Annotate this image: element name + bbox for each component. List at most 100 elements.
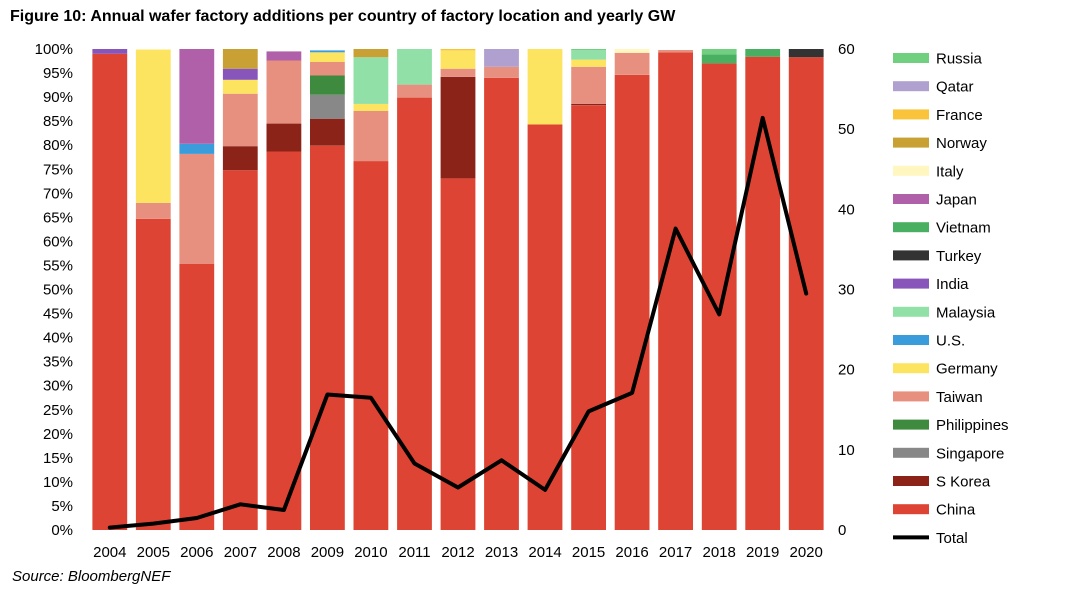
legend-swatch-qatar <box>893 81 929 92</box>
y-tick-label: 20% <box>43 426 73 443</box>
legend-label-china: China <box>936 502 976 519</box>
bar-segment-china-2010 <box>353 161 389 530</box>
y-tick-label: 25% <box>43 402 73 419</box>
bar-segment-taiwan-2012 <box>440 68 476 77</box>
bar-segment-germany-2015 <box>571 59 606 67</box>
y-tick-label: 75% <box>43 161 73 178</box>
bar-segment-france-2012 <box>440 49 476 51</box>
bar-segment-china-2004 <box>92 53 128 531</box>
y-tick-label: 100% <box>35 41 73 58</box>
y-tick-label: 50% <box>43 282 73 299</box>
y-tick-label: 30% <box>43 378 73 395</box>
legend-label-u-s-: U.S. <box>936 333 965 350</box>
bar-segment-norway-2007 <box>222 49 258 69</box>
bar-segment-turkey-2020 <box>788 49 824 58</box>
x-tick-label: 2020 <box>790 544 823 561</box>
bar-segment-s-korea-2015 <box>571 103 606 106</box>
legend-label-norway: Norway <box>936 135 987 152</box>
x-tick-label: 2012 <box>441 544 474 561</box>
x-tick-label: 2019 <box>746 544 779 561</box>
legend-swatch-philippines <box>893 419 929 430</box>
bar-segment-malaysia-2015 <box>571 50 606 60</box>
bar-segment-china-2012 <box>440 178 476 530</box>
legend-label-turkey: Turkey <box>936 248 982 265</box>
legend-swatch-singapore <box>893 447 929 458</box>
y2-tick-label: 20 <box>838 362 855 379</box>
legend-label-germany: Germany <box>936 361 998 378</box>
bar-segment-singapore-2009 <box>310 94 345 119</box>
legend-swatch-turkey <box>893 250 929 261</box>
legend-label-vietnam: Vietnam <box>936 220 991 237</box>
bar-segment-u-s--2006 <box>179 143 215 154</box>
y-tick-label: 65% <box>43 209 73 226</box>
bar-segment-china-2011 <box>397 97 432 530</box>
x-tick-label: 2017 <box>659 544 692 561</box>
legend-swatch-russia <box>893 53 929 63</box>
y-tick-label: 5% <box>51 498 73 515</box>
y2-tick-label: 10 <box>838 442 855 459</box>
bar-segment-china-2017 <box>658 52 693 531</box>
x-tick-label: 2009 <box>311 544 344 561</box>
x-tick-label: 2018 <box>703 544 736 561</box>
bar-segment-china-2019 <box>745 56 781 530</box>
figure-title: Figure 10: Annual wafer factory addition… <box>10 8 676 25</box>
bar-segment-china-2006 <box>179 264 215 530</box>
figure-source: Source: BloombergNEF <box>12 568 171 585</box>
bar-segment-china-2008 <box>266 151 302 530</box>
bar-segment-s-korea-2012 <box>440 76 476 179</box>
y2-tick-label: 50 <box>838 121 855 138</box>
x-tick-label: 2016 <box>615 544 648 561</box>
bar-segment-germany-2009 <box>310 52 345 62</box>
bar-segment-taiwan-2005 <box>135 202 171 219</box>
legend-label-philippines: Philippines <box>936 417 1009 434</box>
x-tick-label: 2014 <box>528 544 561 561</box>
bar-segment-taiwan-2008 <box>266 60 302 124</box>
bar-segment-germany-2007 <box>222 79 258 94</box>
bar-segment-norway-2010 <box>353 49 389 58</box>
legend-swatch-malaysia <box>893 306 929 317</box>
legend-swatch-italy <box>893 165 929 176</box>
bar-segment-vietnam-2018 <box>701 54 737 64</box>
bar-segment-taiwan-2017 <box>658 50 693 53</box>
x-tick-label: 2007 <box>224 544 257 561</box>
bar-segment-china-2013 <box>484 77 519 531</box>
y-tick-label: 60% <box>43 233 73 250</box>
legend-label-russia: Russia <box>936 51 983 68</box>
x-tick-label: 2008 <box>267 544 300 561</box>
y-tick-label: 40% <box>43 330 73 347</box>
bar-segment-taiwan-2006 <box>179 153 215 264</box>
bar-segment-s-korea-2008 <box>266 123 302 152</box>
bar-segment-qatar-2013 <box>484 49 519 67</box>
bar-segment-taiwan-2009 <box>310 62 345 76</box>
bar-segment-taiwan-2007 <box>222 93 258 147</box>
x-tick-label: 2011 <box>398 544 430 561</box>
bar-segment-russia-2015 <box>571 49 606 50</box>
legend-label-italy: Italy <box>936 163 964 180</box>
legend-label-taiwan: Taiwan <box>936 389 983 406</box>
legend-swatch-france <box>893 109 929 120</box>
y-tick-label: 55% <box>43 257 73 274</box>
bar-segment-s-korea-2009 <box>310 118 345 146</box>
bar-segment-japan-2008 <box>266 51 302 61</box>
bar-segment-taiwan-2010 <box>353 111 389 161</box>
bar-segment-taiwan-2013 <box>484 66 519 78</box>
legend-label-qatar: Qatar <box>936 79 974 96</box>
bar-segment-china-2007 <box>222 170 258 530</box>
legend-swatch-u-s- <box>893 335 929 345</box>
x-tick-label: 2005 <box>137 544 170 561</box>
bar-segment-malaysia-2010 <box>353 57 389 104</box>
y2-tick-label: 40 <box>838 201 855 218</box>
legend-label-japan: Japan <box>936 192 977 209</box>
bar-segment-italy-2016 <box>614 49 650 53</box>
bar-segment-china-2015 <box>571 105 606 531</box>
bar-segment-germany-2012 <box>440 50 476 69</box>
y-tick-label: 85% <box>43 113 73 130</box>
y-tick-label: 15% <box>43 450 73 467</box>
x-tick-label: 2004 <box>93 544 126 561</box>
bar-segment-russia-2018 <box>701 49 737 55</box>
y-tick-label: 10% <box>43 474 73 491</box>
legend-swatch-germany <box>893 363 929 374</box>
legend-swatch-china <box>893 504 929 515</box>
bar-segment-taiwan-2011 <box>397 84 432 98</box>
bar-segment-vietnam-2019 <box>745 49 781 57</box>
